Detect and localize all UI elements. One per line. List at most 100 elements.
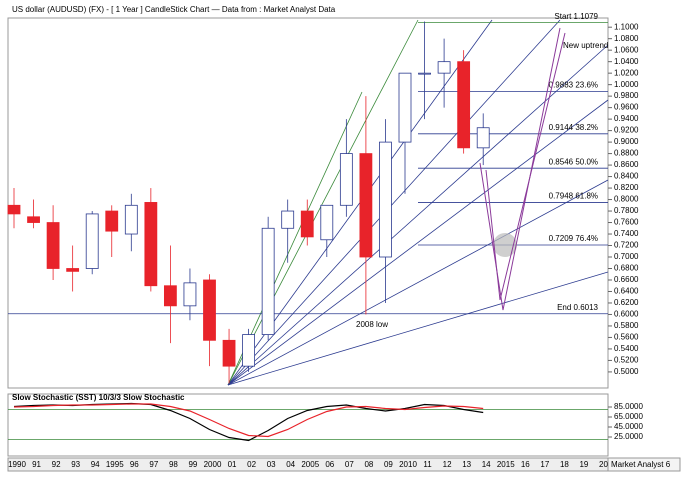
y-tick-label: 1.0800 xyxy=(614,34,639,43)
fan-line xyxy=(227,99,609,386)
x-tick-label: 91 xyxy=(32,460,41,469)
y-tick-label: 0.6200 xyxy=(614,298,639,307)
fib-label: 0.8546 50.0% xyxy=(549,157,598,166)
y-tick-label: 0.8000 xyxy=(614,195,639,204)
y-tick-label: 1.0600 xyxy=(614,45,639,54)
candle-body xyxy=(300,210,314,238)
y-tick-label: 85.0000 xyxy=(614,402,643,411)
x-tick-label: 14 xyxy=(482,460,491,469)
candle-body xyxy=(222,339,236,367)
x-tick-label: 19 xyxy=(579,460,588,469)
y-tick-label: 0.7600 xyxy=(614,218,639,227)
candle-body xyxy=(281,210,295,229)
annotation: 2008 low xyxy=(356,320,388,329)
y-tick-label: 0.9400 xyxy=(614,114,639,123)
fib-label: End 0.6013 xyxy=(557,303,598,312)
marks: 0.5000 0.5200 0.5400 0.5600 0.5800 0.6000 0.62… xyxy=(7,12,643,469)
fan-line xyxy=(227,271,609,386)
candle-body xyxy=(476,127,490,149)
y-tick-label: 0.6400 xyxy=(614,287,639,296)
y-tick-label: 0.9600 xyxy=(614,103,639,112)
candle-body xyxy=(144,202,158,287)
fib-label: 0.7209 76.4% xyxy=(549,234,598,243)
candle-body xyxy=(320,204,334,241)
y-tick-label: 0.6800 xyxy=(614,264,639,273)
x-tick-label: 98 xyxy=(169,460,178,469)
x-tick-label: 97 xyxy=(149,460,158,469)
x-tick-label: 1990 xyxy=(8,460,26,469)
candle-body xyxy=(359,153,373,258)
x-tick-label: 03 xyxy=(267,460,276,469)
x-tick-label: 96 xyxy=(130,460,139,469)
y-tick-label: 0.7200 xyxy=(614,241,639,250)
candle-body xyxy=(457,61,471,149)
x-tick-label: 13 xyxy=(462,460,471,469)
y-tick-label: 0.7800 xyxy=(614,206,639,215)
y-tick-label: 0.8200 xyxy=(614,183,639,192)
fan-line xyxy=(227,19,419,386)
y-tick-label: 0.5800 xyxy=(614,321,639,330)
y-tick-label: 0.7000 xyxy=(614,252,639,261)
x-tick-label: 99 xyxy=(188,460,197,469)
x-tick-label: 09 xyxy=(384,460,393,469)
x-tick-label: 2000 xyxy=(204,460,222,469)
y-tick-label: 0.9800 xyxy=(614,91,639,100)
footer-box xyxy=(607,457,681,472)
x-tick-label: 2010 xyxy=(399,460,417,469)
candle-body xyxy=(66,268,80,272)
footer: Market Analyst 6 xyxy=(611,460,671,469)
x-tick-label: 06 xyxy=(325,460,334,469)
target-circle xyxy=(493,233,517,257)
x-tick-label: 12 xyxy=(443,460,452,469)
y-tick-label: 1.1000 xyxy=(614,22,639,31)
candle-body xyxy=(105,210,119,232)
y-tick-label: 0.5600 xyxy=(614,333,639,342)
y-tick-label: 25.0000 xyxy=(614,432,643,441)
x-tick-label: 08 xyxy=(364,460,373,469)
fan-line xyxy=(227,19,561,386)
fib-label: 0.7948 61.8% xyxy=(549,192,598,201)
fib-label: 0.9883 23.6% xyxy=(549,80,598,89)
y-tick-label: 0.9200 xyxy=(614,126,639,135)
candle-body xyxy=(379,141,392,258)
fib-label: Start 1.1079 xyxy=(554,12,598,21)
candle-body xyxy=(418,72,431,75)
stochastic-title: Slow Stochastic (SST) 10/3/3 Slow Stocha… xyxy=(12,393,185,402)
y-tick-label: 0.6600 xyxy=(614,275,639,284)
x-tick-label: 07 xyxy=(345,460,354,469)
x-tick-label: 92 xyxy=(52,460,61,469)
projection-path xyxy=(479,27,561,311)
candle-body xyxy=(339,153,353,206)
candle-body xyxy=(27,216,40,223)
candle-body xyxy=(163,285,177,307)
x-tick-label: 18 xyxy=(560,460,569,469)
y-tick-label: 0.5400 xyxy=(614,344,639,353)
price-panel xyxy=(7,17,609,389)
candle-body xyxy=(183,282,197,307)
x-tick-label: 17 xyxy=(540,460,549,469)
y-tick-label: 45.0000 xyxy=(614,422,643,431)
fan-line xyxy=(227,179,609,386)
candle-body xyxy=(398,72,412,143)
y-tick-label: 0.5200 xyxy=(614,356,639,365)
candle-body xyxy=(242,334,256,367)
y-tick-label: 1.0000 xyxy=(614,80,639,89)
candle-body xyxy=(7,204,21,215)
candle-body xyxy=(46,222,60,269)
projection: New uptrend 2008 low Market Analyst 6 xyxy=(356,27,681,472)
y-tick-label: 0.6000 xyxy=(614,310,639,319)
annotation: New uptrend xyxy=(563,41,608,50)
candle-body xyxy=(261,227,275,335)
x-tick-label: 04 xyxy=(286,460,295,469)
y-tick-label: 0.9000 xyxy=(614,137,639,146)
y-tick-label: 0.8800 xyxy=(614,149,639,158)
y-tick-label: 0.8400 xyxy=(614,172,639,181)
y-tick-label: 0.8600 xyxy=(614,160,639,169)
x-tick-label: 02 xyxy=(247,460,256,469)
chart-title: US dollar (AUDUSD) (FX) - [ 1 Year ] Can… xyxy=(12,5,336,14)
y-tick-label: 65.0000 xyxy=(614,412,643,421)
x-tick-label: 01 xyxy=(228,460,237,469)
x-tick-label: 1995 xyxy=(106,460,124,469)
x-tick-label: 2005 xyxy=(301,460,319,469)
